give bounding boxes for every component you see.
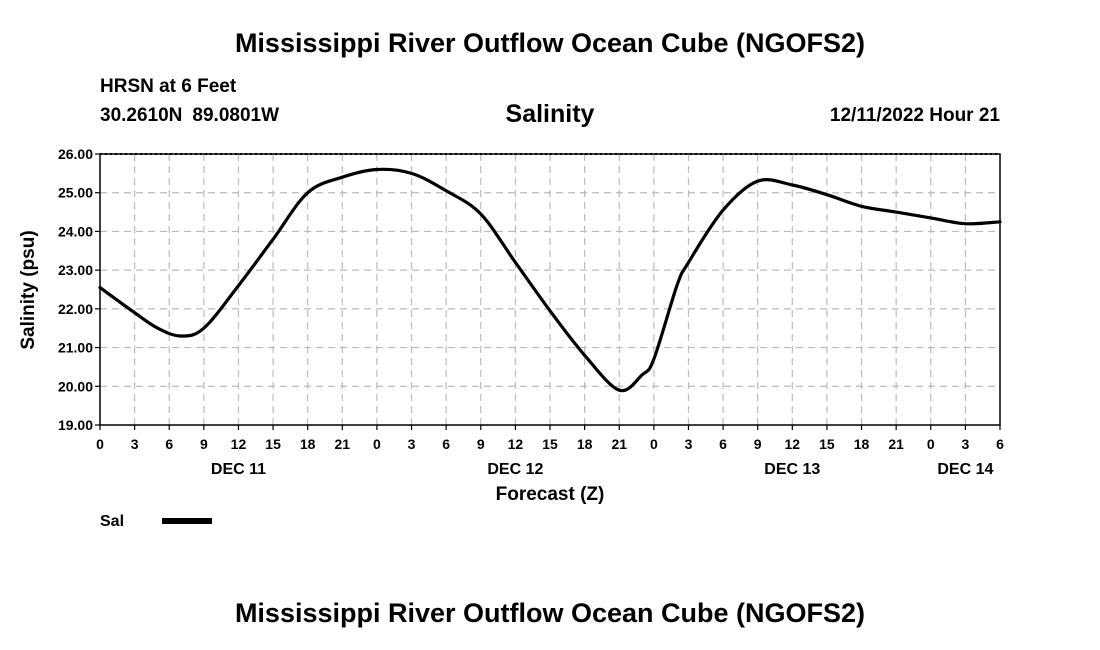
longitude: 89.0801W xyxy=(192,105,280,126)
y-tick-label: 25.00 xyxy=(58,185,93,201)
day-labels: DEC 11 DEC 12 DEC 13 DEC 14 xyxy=(211,461,994,478)
x-tick-label: 12 xyxy=(785,436,801,452)
series-line-sal xyxy=(98,167,1002,393)
x-axis-label: Forecast (Z) xyxy=(496,484,605,505)
y-tick-label: 22.00 xyxy=(58,301,93,317)
legend-label: Sal xyxy=(100,513,124,530)
y-tick-label: 19.00 xyxy=(58,417,93,433)
x-tick-label: 6 xyxy=(996,436,1004,452)
x-tick-label: 12 xyxy=(231,436,247,452)
day-label: DEC 11 xyxy=(211,461,266,478)
y-tick-label: 26.00 xyxy=(58,146,93,162)
x-tick-label: 21 xyxy=(888,436,904,452)
y-tick-label: 21.00 xyxy=(58,340,93,356)
x-tick-label: 15 xyxy=(819,436,835,452)
footer-title: Mississippi River Outflow Ocean Cube (NG… xyxy=(234,598,866,628)
x-tick-label: 9 xyxy=(200,436,208,452)
x-axis: 0 3 6 9 12 15 18 21 0 3 6 9 12 15 18 21 0 3 6 9 12 15 18 21 0 3 6 xyxy=(96,425,1004,452)
day-label: DEC 12 xyxy=(487,461,543,478)
x-tick-label: 6 xyxy=(719,436,727,452)
y-tick-label: 24.00 xyxy=(58,223,93,239)
day-label: DEC 13 xyxy=(764,461,820,478)
x-tick-label: 18 xyxy=(300,436,316,452)
x-tick-label: 21 xyxy=(335,436,351,452)
y-tick-label: 23.00 xyxy=(58,262,93,278)
x-tick-label: 3 xyxy=(685,436,693,452)
variable-title: Salinity xyxy=(505,100,595,128)
day-label: DEC 14 xyxy=(937,461,993,478)
x-tick-label: 9 xyxy=(754,436,762,452)
x-tick-label: 3 xyxy=(408,436,416,452)
x-tick-label: 0 xyxy=(373,436,381,452)
y-axis: 19.00 20.00 21.00 22.00 23.00 24.00 25.00 26.00 xyxy=(58,146,100,433)
x-tick-label: 15 xyxy=(542,436,558,452)
x-tick-label: 6 xyxy=(442,436,450,452)
grid-lines xyxy=(100,154,1000,425)
x-tick-label: 18 xyxy=(854,436,870,452)
x-tick-label: 3 xyxy=(131,436,139,452)
x-tick-label: 21 xyxy=(611,436,627,452)
x-tick-label: 9 xyxy=(477,436,485,452)
x-tick-label: 0 xyxy=(96,436,104,452)
x-tick-label: 0 xyxy=(927,436,935,452)
x-tick-label: 6 xyxy=(165,436,173,452)
x-tick-label: 3 xyxy=(961,436,969,452)
station-label: HRSN at 6 Feet xyxy=(100,76,237,97)
x-tick-label: 15 xyxy=(265,436,281,452)
x-tick-label: 12 xyxy=(508,436,524,452)
y-axis-label: Salinity (psu) xyxy=(18,230,39,349)
y-tick-label: 20.00 xyxy=(58,378,93,394)
station-coordinates: 30.2610N 89.0801W xyxy=(100,105,289,127)
x-tick-label: 18 xyxy=(577,436,593,452)
latitude: 30.2610N xyxy=(100,105,183,126)
x-tick-label: 0 xyxy=(650,436,658,452)
forecast-datetime: 12/11/2022 Hour 21 xyxy=(829,105,1000,126)
chart-title: Mississippi River Outflow Ocean Cube (NG… xyxy=(234,28,866,58)
